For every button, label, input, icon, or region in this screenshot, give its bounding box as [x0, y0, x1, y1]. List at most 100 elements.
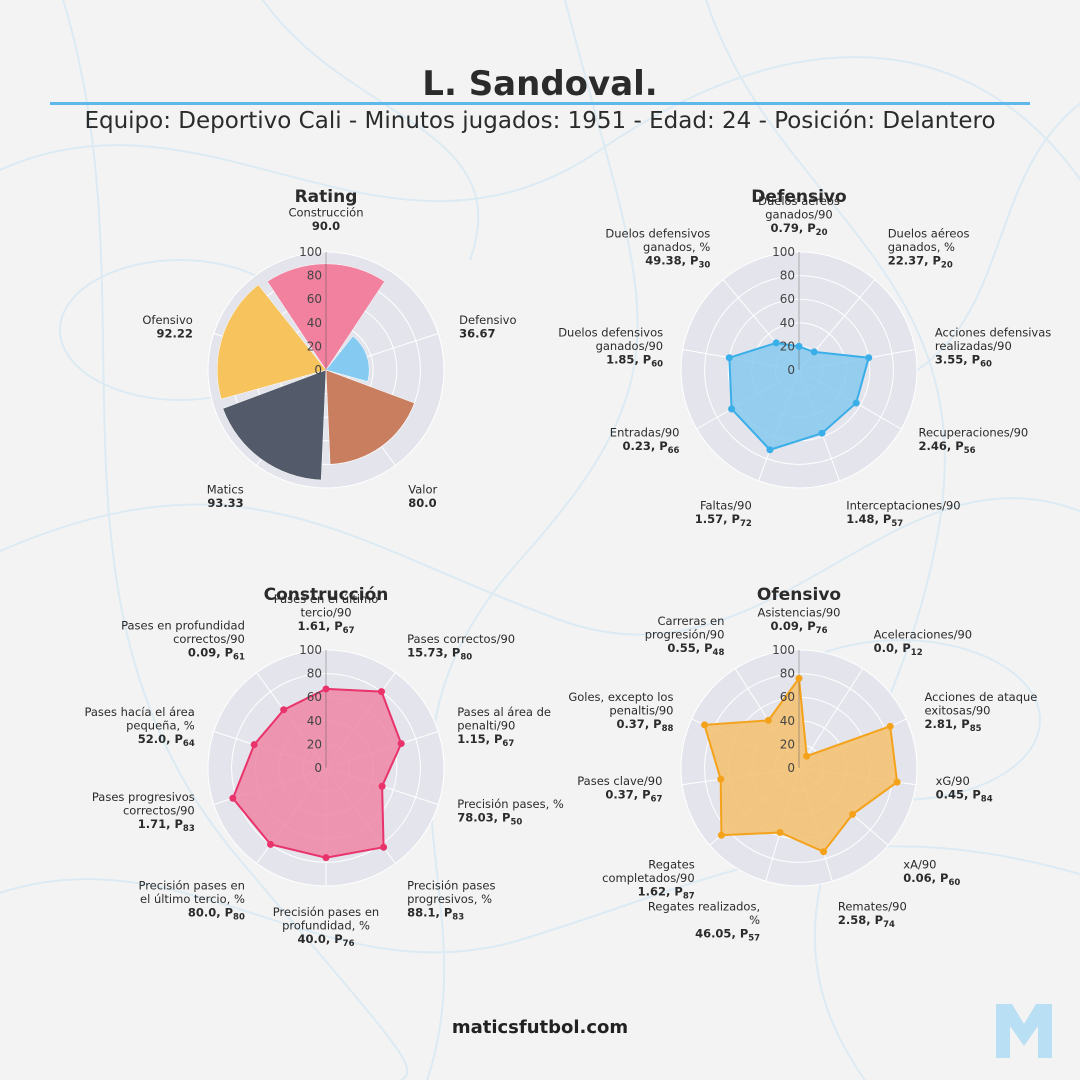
radar-point	[717, 775, 725, 783]
axis-label-line: penaltis/90	[609, 704, 673, 718]
radar-point	[865, 354, 873, 362]
axis-percentile-value: 83	[183, 824, 195, 834]
axis-percentile-value: 60	[948, 878, 960, 888]
axis-value: 1.48	[846, 512, 874, 526]
axis-percentile-value: 76	[816, 626, 828, 636]
axis-percentile: , P	[964, 787, 981, 801]
axis-label-line: Remates/90	[838, 899, 907, 913]
axis-value: 80.0	[408, 496, 436, 510]
axis-label: Recuperaciones/90 2.46, P56	[919, 425, 1029, 456]
radial-tick-label: 100	[299, 643, 322, 657]
axis-label-line: ganados/90	[596, 339, 664, 353]
radial-tick-label: 60	[780, 690, 795, 704]
axis-label-line: Valor	[408, 482, 437, 496]
radial-tick-label: 0	[314, 761, 322, 775]
axis-percentile: , P	[924, 253, 941, 267]
axis-value: 2.46	[919, 439, 947, 453]
radial-tick-label: 40	[307, 714, 322, 728]
axis-percentile: , P	[645, 717, 662, 731]
axis-percentile: , P	[444, 645, 461, 659]
axis-percentile-value: 20	[816, 228, 828, 238]
axis-label-line: el último tercio, %	[140, 892, 245, 906]
axis-label: Construcción 90.0	[288, 206, 363, 234]
player-info: Equipo: Deportivo Cali - Minutos jugados…	[84, 108, 996, 134]
axis-percentile: , P	[216, 906, 233, 920]
radar-point	[717, 831, 725, 839]
axis-value: 0.37	[605, 787, 633, 801]
radar-point	[893, 778, 901, 786]
radar-point	[820, 848, 828, 856]
axis-label-line: Pases en profundidad	[121, 618, 245, 632]
radial-tick-label: 60	[780, 292, 795, 306]
axis-percentile: , P	[696, 641, 713, 655]
axis-label: Asistencias/90 0.09, P76	[758, 606, 841, 637]
radial-tick-label: 100	[772, 643, 795, 657]
axis-percentile: , P	[494, 810, 511, 824]
axis-percentile: , P	[799, 221, 816, 235]
radar-point	[776, 829, 784, 837]
axis-label-line: correctos/90	[123, 804, 195, 818]
axis-label-line: Goles, excepto los	[568, 690, 673, 704]
axis-label-line: Recuperaciones/90	[919, 425, 1029, 439]
axis-label-line: progresión/90	[645, 627, 725, 641]
axis-label: Precisión pases en el último tercio, % 80.…	[138, 879, 244, 923]
footer-site: maticsfutbol.com	[451, 1017, 629, 1038]
radar-point	[397, 740, 405, 748]
radar-point	[766, 446, 774, 454]
axis-percentile-value: 60	[980, 360, 992, 370]
axis-percentile-value: 57	[891, 519, 903, 529]
axis-percentile-value: 67	[343, 626, 355, 636]
axis-label-line: Acciones defensivas	[935, 326, 1051, 340]
radar-point	[764, 716, 772, 724]
axis-percentile: , P	[866, 913, 883, 927]
axis-label-line: completados/90	[602, 871, 695, 885]
rating-bar	[325, 369, 415, 465]
radar-area	[703, 675, 899, 854]
axis-label: Precisión pases progresivos, % 88.1, P83	[407, 879, 495, 923]
radar-point	[795, 674, 803, 682]
axis-label-line: xA/90	[903, 857, 936, 871]
axis-percentile-value: 88	[662, 724, 674, 734]
radar-point	[725, 354, 733, 362]
axis-label-line: Matics	[207, 482, 244, 496]
axis-label-line: Pases en el último	[274, 592, 379, 606]
axis-value: 80.0	[188, 906, 216, 920]
axis-value: 92.22	[156, 326, 192, 340]
axis-percentile: , P	[651, 439, 668, 453]
radial-tick-label: 0	[314, 363, 322, 377]
axis-percentile: , P	[875, 512, 892, 526]
axis-value: 0.0	[874, 641, 894, 655]
axis-label: Matics 93.33	[207, 482, 244, 510]
axis-label: Pases en profundidad correctos/90 0.09, P6…	[121, 618, 245, 662]
axis-value: 3.55	[935, 353, 963, 367]
axis-label-line: %	[749, 913, 760, 927]
radar-point	[728, 405, 736, 413]
radar-point	[250, 741, 258, 749]
axis-label-line: correctos/90	[173, 632, 245, 646]
axis-label: Entradas/90 0.23, P66	[610, 425, 680, 456]
radial-tick-label: 40	[780, 316, 795, 330]
radar-point	[886, 722, 894, 730]
rating-chart: 0 20 40 60 80 100 Construcción 90.0 Defensivo 36.…	[142, 206, 516, 510]
radar-point	[280, 706, 288, 714]
axis-percentile-value: 61	[233, 652, 245, 662]
radial-tick-label: 80	[307, 269, 322, 283]
axis-value: 1.15	[457, 732, 485, 746]
axis-label: Carreras en progresión/90 0.55, P48	[645, 614, 725, 658]
axis-value: 93.33	[207, 496, 243, 510]
axis-label-line: Regates realizados,	[648, 899, 760, 913]
axis-label-line: Entradas/90	[610, 425, 680, 439]
radar-point	[803, 752, 811, 760]
axis-label-line: exitosas/90	[925, 704, 991, 718]
axis-label-line: ganados, %	[643, 240, 710, 254]
axis-label: Acciones defensivas realizadas/90 3.55, P6…	[935, 326, 1051, 370]
axis-percentile-value: 85	[970, 724, 982, 734]
axis-percentile: , P	[731, 926, 748, 940]
axis-percentile: , P	[963, 353, 980, 367]
radial-tick-label: 60	[307, 292, 322, 306]
axis-value: 1.57	[695, 512, 723, 526]
axis-label-line: tercio/90	[300, 606, 351, 620]
grid-spoke	[798, 668, 864, 769]
axis-label: Duelos defensivos ganados/90 1.85, P60	[558, 326, 663, 370]
